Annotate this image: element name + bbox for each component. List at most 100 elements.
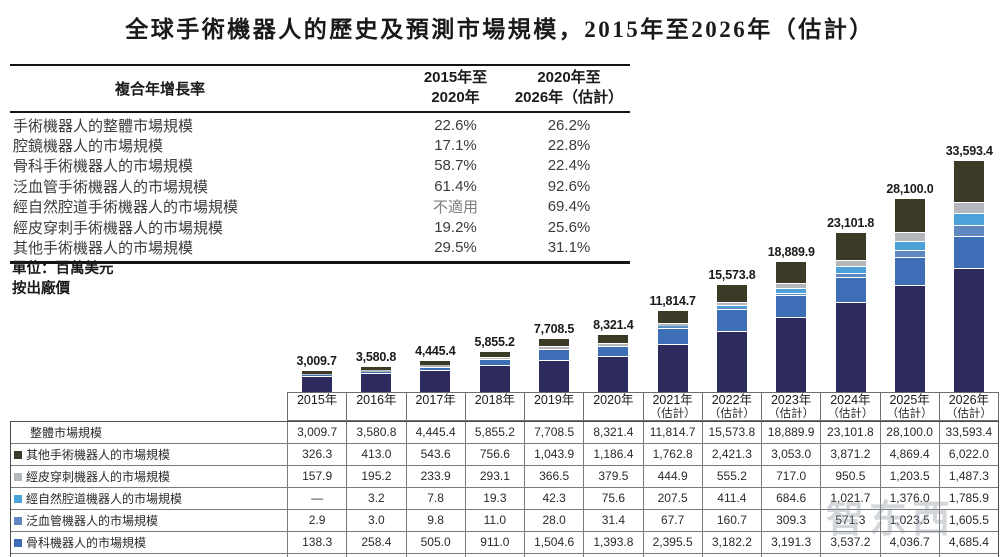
bar-segment [598,346,629,356]
bar-segment [360,370,391,372]
bar-segment [776,262,807,284]
cagr-value-2015-2020: 不適用 [432,199,478,217]
year-estimate-note: （估計） [886,407,933,420]
table-row-label-text: 骨科機器人的市場規模 [26,536,147,550]
year-label: 2023年 [770,393,812,407]
year-cell: 2021年 （估計） [643,392,703,421]
stacked-bar [657,310,688,392]
bar-segment [657,325,688,328]
page-title: 全球手術機器人的歷史及預測市場規模，2015年至2026年（估計） [125,17,875,42]
unit-note-line2: 按出廠價 [12,281,70,297]
table-cell: 1,186.4 [584,444,644,465]
legend-swatch [14,450,22,459]
bar-total-label: 4,445.4 [415,344,456,359]
table-cell: 28.0 [525,510,585,531]
legend-swatch [14,472,22,481]
stacked-bar-chart: 3,009.7 3,580.8 4,445.4 5,855.2 7,708.5 8,321… [287,138,999,392]
year-label: 2020年 [593,393,634,407]
year-label: 2016年 [356,393,397,407]
year-label: 2024年 [830,393,871,407]
bar-segment [835,277,866,302]
cagr-table: 複合年增長率 2015年至 2020年 2020年至 2026年（估計） 手術機… [10,64,630,264]
year-label: 2017年 [415,393,456,407]
bar-segment [360,373,391,392]
table-row: 骨科機器人的市場規模 138.3 258.4 505.0 911.0 1,504.6 1,3… [11,531,998,553]
year-estimate-note [288,408,346,422]
table-cell: 3,182.2 [703,532,762,553]
table-cell: 444.9 [644,466,703,487]
table-cell: 233.9 [407,466,466,487]
bar-segment [538,349,569,360]
table-cell: 195.2 [347,466,407,487]
legend-swatch [14,538,22,547]
table-cell: 75.6 [584,488,644,509]
table-cell: 67.7 [644,510,703,531]
table-cell: 31.4 [584,510,644,531]
bar-total-label: 8,321.4 [593,317,634,332]
cagr-row: 手術機器人的整體市場規模 22.6% 26.2% [10,115,630,135]
year-estimate-note [525,408,583,422]
table-row-label: 其他手術機器人的市場規模 [11,444,288,465]
table-cell: 1,605.5 [948,512,989,527]
year-label: 2021年 [652,393,693,407]
table-cell: 411.4 [703,488,762,509]
table-cell: 15,573.8 [703,422,762,443]
table-cell: 3,580.8 [347,422,407,443]
year-label: 2025年 [889,393,930,407]
year-cell: 2023年 （估計） [762,392,822,421]
table-row: 經自然腔道機器人的市場規模 —3.2 7.8 19.3 42.3 75.6 207.5 411… [11,487,998,509]
bar-segment [360,367,391,371]
table-row-label: 腔鏡機器人的市場規模 [11,554,288,557]
year-cell: 2020年 [584,392,644,422]
table-cell: 23,101.8 [821,422,881,443]
table-cell: 1,203.5 [881,466,940,487]
cagr-row: 泛血管手術機器人的市場規模 61.4% 92.6% [10,176,630,196]
year-label: 2018年 [474,393,516,407]
year-estimate-note: （估計） [827,407,874,420]
bar-segment [954,268,985,392]
table-row-label-text: 整體市場規模 [30,426,103,440]
bar-column: 11,814.7 [643,138,702,392]
bar-segment [360,371,391,374]
table-cell: 4,445.4 [407,422,466,443]
table-cell: 160.7 [703,510,762,531]
table-cell: 7,708.5 [525,422,585,443]
bar-segment [598,345,629,347]
table-cell: 9.8 [407,510,466,531]
bar-total-label: 3,580.8 [355,350,397,365]
cagr-row-label: 其他手術機器人的市場規模 [13,240,194,258]
table-row-label: 整體市場規模 [11,422,288,443]
table-cell: 379.5 [584,466,644,487]
stacked-bar [598,334,629,392]
table-cell: 2,421.3 [703,444,762,465]
bar-column: 23,101.8 [821,138,880,392]
table-cell: 3.0 [347,510,407,531]
year-label: 2026年 [948,393,990,407]
bar-segment [716,309,747,332]
bar-column: 28,100.0 [880,138,939,392]
table-row-total: 整體市場規模 3,009.7 3,580.8 4,445.4 5,855.2 7,708.… [11,422,998,443]
bar-segment [657,344,688,392]
bar-total-label: 3,009.7 [296,354,338,369]
bar-segment [776,294,807,317]
year-estimate-note [584,408,642,422]
table-cell: 293.1 [466,466,525,487]
bar-total-label: 11,814.7 [649,293,696,308]
cagr-value-2020-2026: 25.6% [547,218,591,236]
bar-segment [716,305,747,309]
bar-segment [954,224,985,236]
bar-segment [776,283,807,289]
cagr-header-col2: 2020年至 2026年（估計） [514,69,624,106]
table-cell: 309.3 [762,510,822,531]
cagr-value-2015-2020: 22.6% [434,116,477,134]
table-row-label-text: 其他手術機器人的市場規模 [26,448,171,462]
year-cell: 2024年 （估計） [821,392,881,421]
bar-segment [716,301,747,306]
bar-segment [538,359,569,392]
year-estimate-note [466,408,524,422]
cagr-row-label: 泛血管手術機器人的市場規模 [13,178,209,196]
bar-segment [716,331,747,392]
unit-note: 單位：百萬美元 按出廠價 [12,259,114,299]
bar-segment [776,292,807,295]
year-cell: 2016年 [347,392,407,421]
